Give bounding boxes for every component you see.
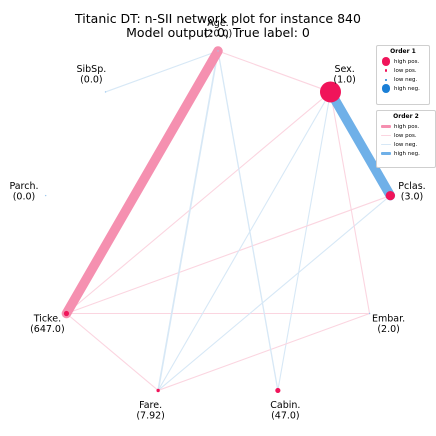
node-name-sex: Sex. [334, 64, 354, 75]
node-embarked [368, 312, 371, 315]
legend-1-marker [385, 78, 387, 81]
legend-2-marker [381, 144, 391, 145]
legend-1-marker [381, 57, 391, 66]
edge-sex-pclass [325, 87, 396, 201]
edges-layer [61, 46, 396, 392]
title-line-2: Model output: 0, True label: 0 [126, 25, 310, 40]
legend-1-label: low neg. [394, 76, 418, 83]
node-value-parch: (0.0) [13, 191, 36, 202]
node-value-ticket: (647.0) [30, 324, 65, 335]
edge-age-fare [157, 50, 219, 392]
edge-ticket-pclass [65, 195, 391, 315]
node-name-fare: Fare. [139, 400, 162, 411]
legend-2-marker [381, 124, 391, 129]
node-name-age: Age. [207, 18, 228, 29]
node-label-fare: Fare. (7.92) [136, 400, 165, 422]
node-value-fare: (7.92) [136, 411, 165, 422]
edge-ticket-fare [65, 312, 159, 392]
node-name-ticket: Ticke. [33, 314, 61, 325]
legend-1-label: high pos. [394, 58, 420, 65]
node-label-parch: Parch. (0.0) [9, 181, 38, 203]
node-value-pclass: (3.0) [401, 191, 424, 202]
edge-age-ticket [61, 46, 223, 319]
node-name-parch: Parch. [9, 181, 38, 192]
legend-2-label: low neg. [394, 141, 418, 148]
legend-2-marker [381, 151, 391, 156]
node-name-embarked: Embar. [372, 314, 405, 325]
node-value-sibsp: (0.0) [80, 75, 103, 86]
node-pclass [385, 190, 395, 201]
legend-2-item: high neg. [377, 149, 435, 158]
legend-1-item: high neg. [377, 84, 429, 93]
edge-fare-sex [157, 91, 332, 391]
legend-1-label: high neg. [394, 85, 420, 92]
node-fare [156, 388, 160, 393]
node-value-age: (20.0) [204, 29, 233, 40]
legend-2-item: low neg. [377, 140, 435, 149]
edge-age-cabin [217, 50, 279, 392]
node-sex [319, 81, 341, 103]
node-value-embarked: (2.0) [377, 324, 400, 335]
node-label-sex: Sex. (1.0) [333, 64, 356, 86]
node-cabin [275, 387, 281, 394]
legend-2-label: high neg. [394, 150, 420, 157]
node-sibsp [104, 91, 107, 93]
legend-2-label: high pos. [394, 123, 420, 130]
node-value-cabin: (47.0) [271, 411, 300, 422]
legend-order-2-title: Order 2 [393, 113, 419, 120]
node-name-pclass: Pclas. [398, 181, 425, 192]
legend-2-item: low pos. [377, 131, 435, 140]
title-line-1: Titanic DT: n-SII network plot for insta… [75, 11, 361, 26]
legend-1-item: low pos. [377, 66, 429, 75]
edge-fare-pclass [157, 195, 391, 391]
legend-order-1-title: Order 1 [390, 48, 416, 55]
legend-1-item: low neg. [377, 75, 429, 84]
node-label-pclass: Pclas. (3.0) [398, 181, 425, 203]
legend-1-marker [381, 84, 391, 93]
legend-order-2: Order 2 high pos. low pos. low neg. high ne… [376, 110, 436, 168]
node-label-embarked: Embar. (2.0) [372, 314, 405, 336]
legend-1-label: low pos. [394, 67, 417, 74]
edge-age-sibsp [104, 50, 219, 93]
node-label-ticket: Ticke. (647.0) [30, 314, 65, 336]
legend-1-item: high pos. [377, 57, 429, 66]
node-name-sibsp: SibSp. [76, 64, 106, 75]
node-value-sex: (1.0) [333, 75, 356, 86]
edge-cabin-sex [277, 91, 332, 391]
node-label-age: Age. (20.0) [204, 18, 233, 40]
node-label-sibsp: SibSp. (0.0) [76, 64, 106, 86]
chart-title: Titanic DT: n-SII network plot for insta… [0, 12, 436, 40]
edge-sex-embarked [329, 91, 371, 315]
node-age [217, 50, 219, 52]
legend-2-marker [381, 135, 391, 136]
legend-1-marker [384, 69, 388, 72]
edge-fare-embarked [157, 312, 371, 391]
nodes-layer [44, 50, 395, 394]
legend-2-item: high pos. [377, 122, 435, 131]
labels-layer: Age. (20.0) Sex. (1.0) Pclas. (3.0) Embar. (2.0… [9, 18, 425, 422]
node-parch [44, 194, 47, 197]
legend-order-1: Order 1 high pos. low pos. low neg. high ne… [376, 45, 430, 105]
edge-age-sex [217, 50, 332, 93]
node-name-cabin: Cabin. [270, 400, 300, 411]
node-ticket [63, 310, 70, 317]
node-label-cabin: Cabin. (47.0) [270, 400, 300, 422]
edge-ticket-sex [65, 91, 332, 315]
legend-2-label: low pos. [394, 132, 417, 139]
